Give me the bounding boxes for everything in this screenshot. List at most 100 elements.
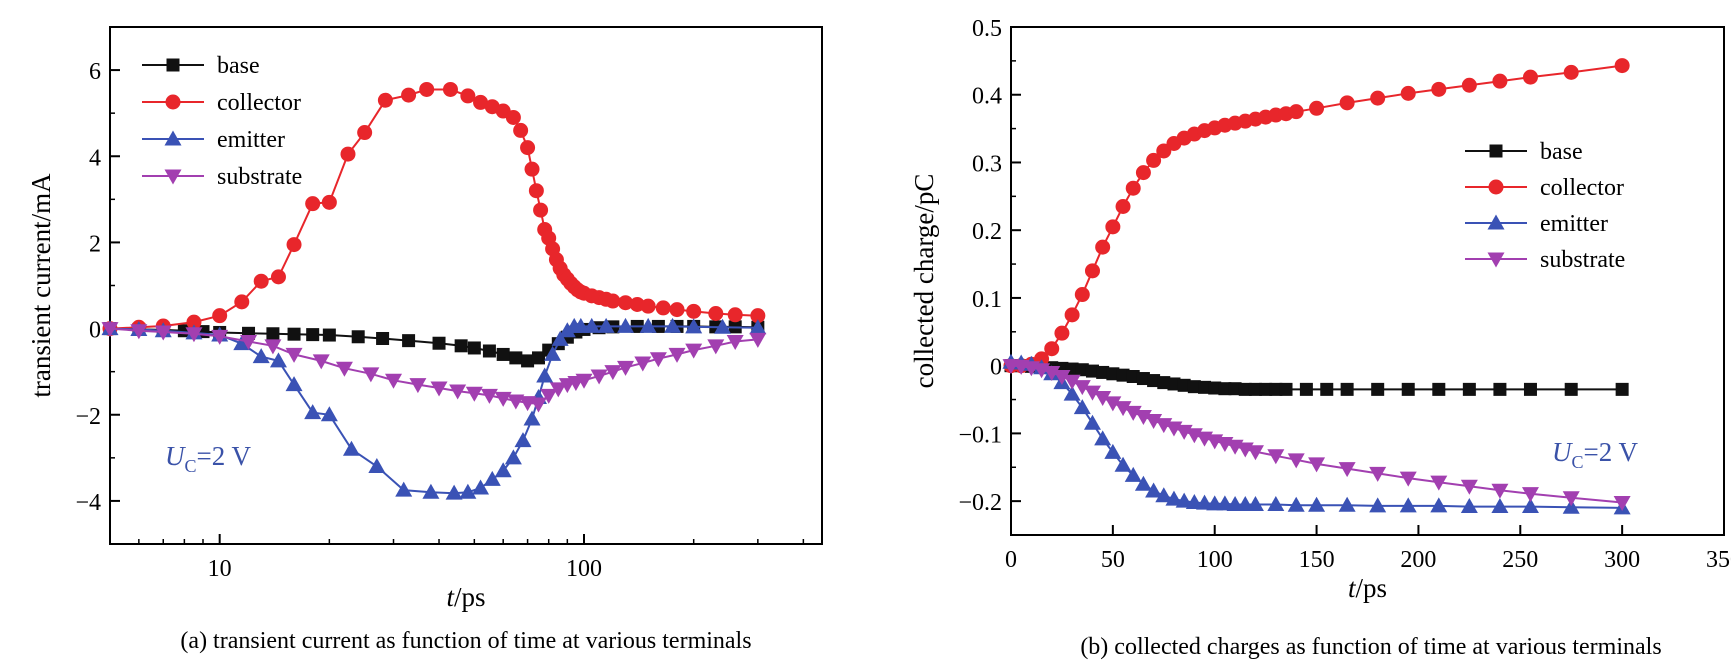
y-tick-label: −4 (75, 490, 101, 516)
series-emitter (1002, 353, 1631, 515)
series-substrate-point (185, 327, 203, 343)
series-base-point (454, 339, 468, 353)
series-collector-point (305, 196, 321, 212)
series-base-point (509, 351, 523, 365)
series-base-point (531, 351, 545, 365)
series-base-point (1147, 374, 1161, 388)
series-collector-point (1370, 90, 1386, 106)
series-substrate-point (634, 356, 652, 372)
series-base-point (467, 341, 481, 355)
x-tick-label: 250 (1502, 547, 1538, 573)
legend-label-substrate: substrate (1540, 247, 1625, 273)
series-collector-point (1115, 198, 1131, 214)
series-collector-point (1614, 58, 1630, 74)
x-tick-label: 50 (1101, 547, 1125, 573)
series-substrate-point (409, 378, 427, 394)
legend-label-substrate: substrate (217, 164, 302, 190)
y-axis-label: collected charge/pC (909, 174, 939, 389)
series-emitter-point (472, 479, 490, 495)
series-emitter-point (1165, 490, 1183, 506)
legend-marker-collector (1488, 179, 1504, 195)
series-substrate-point (1521, 487, 1539, 503)
series-substrate-point (1124, 405, 1142, 421)
series-collector-point (513, 122, 529, 138)
annotation-collector-voltage: UC=2 V (165, 441, 252, 476)
series-base-point (1126, 370, 1140, 384)
series-substrate (101, 322, 767, 413)
series-collector-point (524, 161, 540, 177)
series-collector-point (1309, 100, 1325, 116)
series-emitter-point (1521, 498, 1539, 514)
series-emitter-point (1369, 497, 1387, 513)
series-base-point (1493, 382, 1507, 396)
series-substrate-point (617, 360, 635, 376)
series-substrate-point (130, 324, 148, 340)
series-emitter-point (617, 317, 635, 333)
y-tick-label: 0.3 (972, 151, 1002, 177)
series-base-point (496, 347, 510, 361)
x-tick-label: 10 (208, 556, 232, 582)
y-tick-label: −0.2 (958, 490, 1002, 516)
annotation-var: U (1552, 437, 1573, 467)
annotation-subscript: C (1572, 452, 1584, 472)
series-substrate-point (430, 381, 448, 397)
x-tick-label: 100 (566, 556, 602, 582)
x-axis-label: t/ps (446, 582, 485, 612)
series-substrate-point (1399, 471, 1417, 487)
x-axis-label-var: t (446, 582, 455, 612)
series-emitter-point (1287, 496, 1305, 512)
series-substrate-point (590, 369, 608, 385)
series-emitter-point (1094, 430, 1112, 446)
legend-label-base: base (217, 53, 260, 79)
series-collector-point (750, 308, 766, 324)
legend-marker-base (1489, 144, 1503, 158)
series-base-point (1615, 382, 1629, 396)
series-collector-point (460, 88, 476, 104)
series-substrate-point (1063, 374, 1081, 390)
series-base-point (266, 327, 280, 341)
panel-caption: (a) transient current as function of tim… (180, 628, 751, 654)
series-collector-point (640, 298, 656, 314)
y-tick-label: 0.1 (972, 287, 1002, 313)
series-collector-point (1461, 77, 1477, 93)
series-substrate-point (726, 335, 744, 351)
annotation-var: U (165, 441, 186, 471)
x-tick-label: 0 (1005, 547, 1017, 573)
series-substrate-point (540, 388, 558, 404)
series-substrate-point (1308, 457, 1326, 473)
series-base-point (1157, 376, 1171, 390)
series-emitter-point (395, 481, 413, 497)
legend-label-collector: collector (217, 90, 301, 116)
series-base-point (1116, 368, 1130, 382)
series-substrate-point (507, 394, 525, 410)
series-emitter-point (368, 457, 386, 473)
series-emitter-point (494, 462, 512, 478)
legend-marker-substrate (164, 169, 182, 185)
series-emitter-point (523, 410, 541, 426)
series-substrate-point (1491, 483, 1509, 499)
panel-b-collected-charge: 0 50 100 150 200 250 300 350 −0.2 −0.1 0 0.1 0.2 0.3 0… (909, 16, 1731, 660)
series-emitter-point (536, 367, 554, 383)
series-emitter-point (1491, 498, 1509, 514)
series-collector-point (1522, 69, 1538, 85)
series-substrate-point (240, 335, 258, 351)
series-emitter-point (639, 317, 657, 333)
series-collector-point (357, 125, 373, 141)
series-base-point (482, 344, 496, 358)
series-emitter-point (1134, 475, 1152, 491)
series-substrate-point (1430, 475, 1448, 491)
y-tick-label: 0.4 (972, 84, 1002, 110)
legend: base collector emitter substrate (142, 53, 302, 190)
annotation-collector-voltage: UC=2 V (1552, 437, 1639, 472)
series-collector-point (520, 140, 536, 156)
y-tick-label: 0 (89, 318, 101, 344)
series-substrate-point (1267, 449, 1285, 465)
series-collector-point (377, 92, 393, 108)
series-substrate-point (575, 373, 593, 389)
series-base-point (1106, 367, 1120, 381)
series-collector-point (442, 81, 458, 97)
series-emitter-point (572, 317, 590, 333)
series-collector-point (1044, 341, 1060, 357)
series-collector-point (669, 302, 685, 318)
